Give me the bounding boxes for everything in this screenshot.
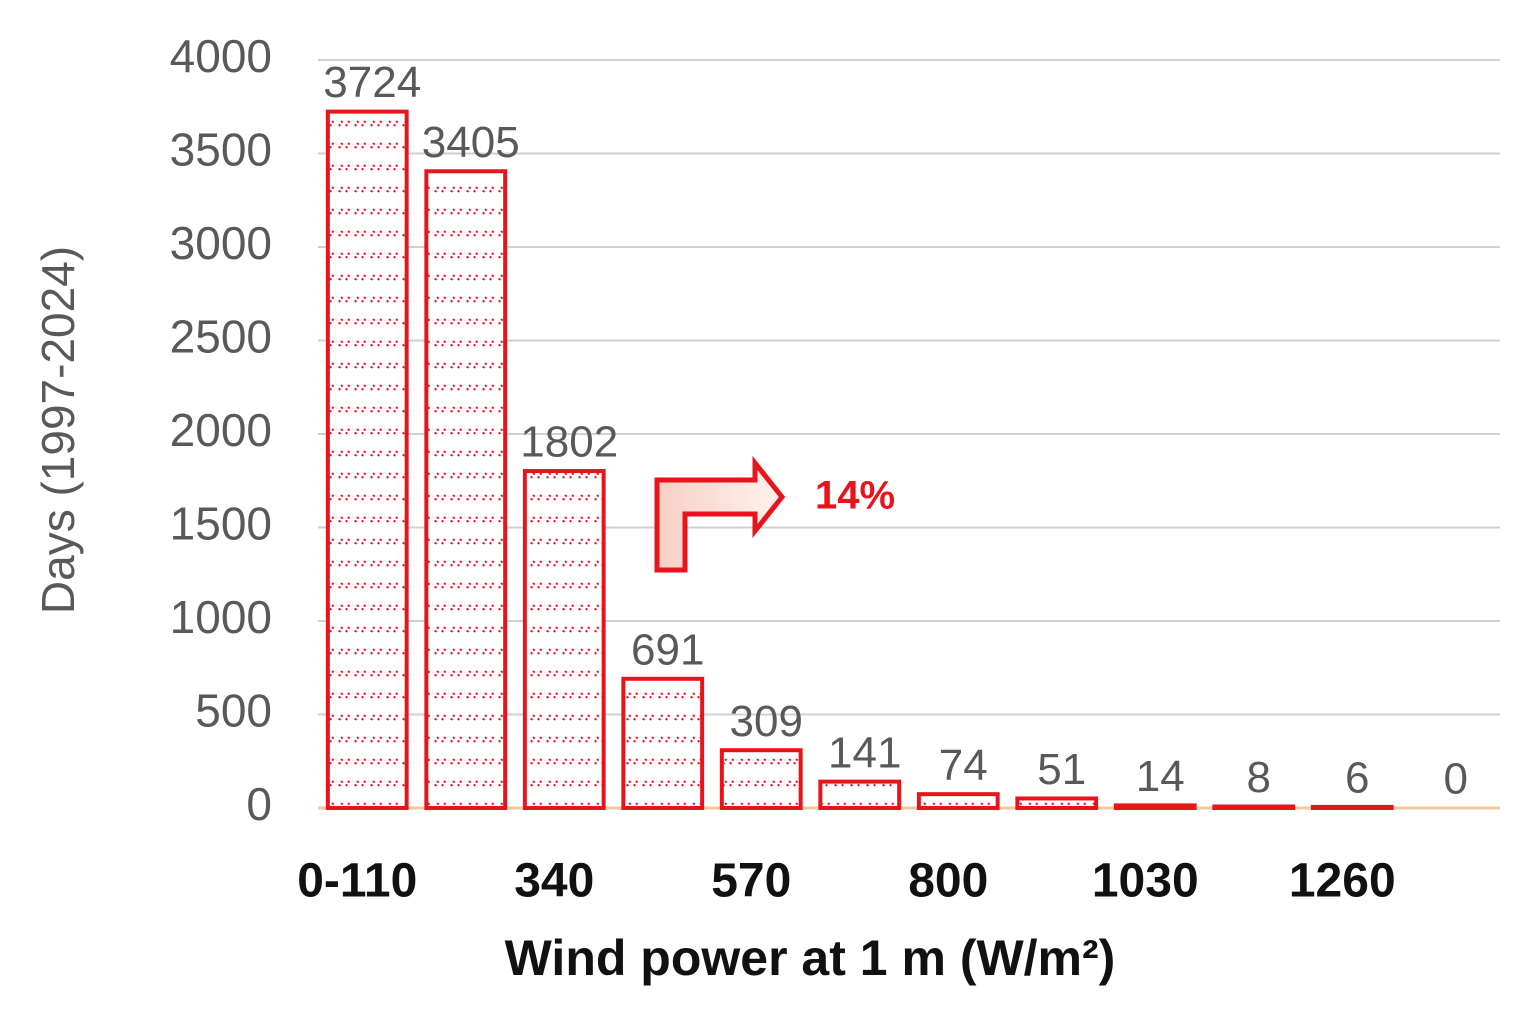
bar xyxy=(621,676,705,811)
data-label: 51 xyxy=(1037,745,1086,794)
y-tick-label: 3000 xyxy=(170,217,272,269)
data-label: 14 xyxy=(1136,752,1185,801)
data-label: 74 xyxy=(939,741,988,790)
bar xyxy=(719,748,803,810)
bar xyxy=(424,169,508,810)
data-label: 0 xyxy=(1444,755,1468,804)
x-tick-label: 0-110 xyxy=(297,855,417,908)
x-axis-title: Wind power at 1 m (W/m²) xyxy=(505,930,1116,986)
data-label: 3405 xyxy=(422,118,520,167)
bar xyxy=(916,792,1000,810)
bar xyxy=(325,109,409,810)
data-label: 691 xyxy=(631,625,704,674)
y-tick-label: 2000 xyxy=(170,404,272,456)
bar xyxy=(522,469,606,810)
bar xyxy=(1113,803,1197,811)
y-axis-title: Days (1997-2024) xyxy=(32,246,84,614)
data-label: 141 xyxy=(828,728,901,777)
y-tick-label: 1500 xyxy=(170,498,272,550)
y-tick-label: 3500 xyxy=(170,124,272,176)
bar xyxy=(1310,804,1394,810)
x-tick-label: 800 xyxy=(908,855,988,908)
plot-area: 0 500 1000 1500 2000 2500 3000 3500 4000 0-110 372… xyxy=(170,30,1500,908)
y-tick-label: 1000 xyxy=(170,591,272,643)
y-tick-label: 0 xyxy=(246,778,272,830)
data-label: 3724 xyxy=(323,58,421,107)
data-label: 6 xyxy=(1345,754,1369,803)
y-tick-label: 4000 xyxy=(170,30,272,82)
x-tick-label: 570 xyxy=(711,855,791,908)
bar xyxy=(1212,804,1296,811)
x-tick-label: 340 xyxy=(514,855,594,908)
data-label: 309 xyxy=(730,697,803,746)
annotation-arrow xyxy=(654,455,786,573)
y-tick-label: 2500 xyxy=(170,311,272,363)
x-tick-label: 1030 xyxy=(1092,855,1199,908)
annotation: 14% xyxy=(815,474,895,518)
data-label: 1802 xyxy=(520,418,618,467)
x-tick-label: 1260 xyxy=(1289,855,1396,908)
y-tick-label: 500 xyxy=(195,685,272,737)
bar xyxy=(818,779,902,810)
bar xyxy=(1015,796,1099,811)
data-label: 8 xyxy=(1247,753,1271,802)
